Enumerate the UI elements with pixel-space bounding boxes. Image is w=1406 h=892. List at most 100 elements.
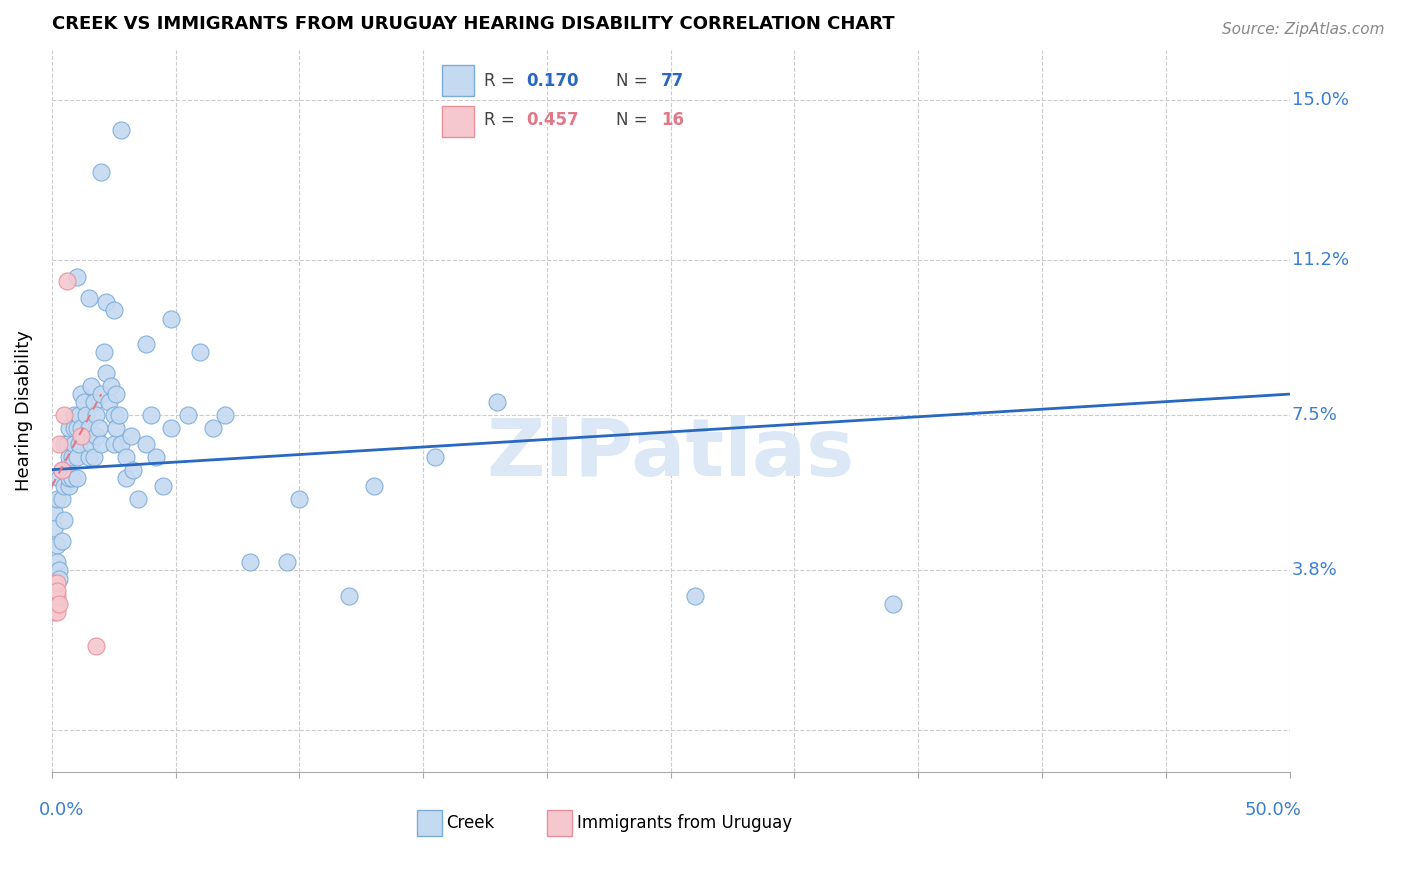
Point [48, 597, 70, 611]
Point [63, 408, 86, 422]
Point [58, 450, 80, 464]
Point [73, 395, 96, 409]
Point [48, 471, 70, 485]
Point [45, 597, 67, 611]
Point [80, 437, 103, 451]
Point [105, 387, 128, 401]
Point [48, 437, 70, 451]
Point [44, 597, 66, 611]
Point [96, 294, 118, 309]
Point [103, 303, 125, 318]
Point [84, 408, 107, 422]
Point [239, 555, 262, 569]
Point [51, 463, 73, 477]
Point [77, 291, 100, 305]
Point [60, 471, 83, 485]
Point [53, 513, 76, 527]
Point [276, 555, 298, 569]
Point [44, 505, 66, 519]
Point [51, 491, 73, 506]
Point [55, 463, 77, 477]
Text: Creek: Creek [447, 814, 495, 831]
Point [53, 437, 76, 451]
Point [77, 450, 100, 464]
Point [84, 429, 107, 443]
Point [51, 534, 73, 549]
Point [97, 395, 120, 409]
Point [486, 395, 509, 409]
Point [103, 408, 125, 422]
Point [110, 437, 132, 451]
Point [45, 576, 67, 591]
Point [53, 408, 76, 422]
Point [70, 429, 93, 443]
Point [90, 387, 112, 401]
Point [84, 639, 107, 653]
Point [44, 521, 66, 535]
Point [288, 491, 311, 506]
Point [58, 479, 80, 493]
Point [152, 479, 174, 493]
FancyBboxPatch shape [418, 810, 441, 836]
Text: 50.0%: 50.0% [1246, 801, 1302, 819]
Point [73, 429, 96, 443]
Point [145, 450, 167, 464]
Point [65, 269, 87, 284]
Point [122, 463, 145, 477]
Point [45, 538, 67, 552]
Point [80, 378, 103, 392]
Point [67, 437, 90, 451]
Point [65, 450, 87, 464]
Point [110, 122, 132, 136]
Point [48, 564, 70, 578]
Text: 7.5%: 7.5% [1292, 406, 1339, 424]
Point [83, 395, 105, 409]
Point [65, 471, 87, 485]
Point [105, 420, 128, 434]
Point [53, 479, 76, 493]
Point [188, 345, 211, 359]
Point [67, 408, 90, 422]
Point [48, 572, 70, 586]
Text: 11.2%: 11.2% [1292, 251, 1350, 268]
Point [55, 274, 77, 288]
Point [58, 420, 80, 434]
Point [45, 584, 67, 599]
Point [882, 597, 904, 611]
Point [127, 491, 149, 506]
Point [107, 408, 129, 422]
Point [45, 555, 67, 569]
Point [425, 450, 447, 464]
Text: Immigrants from Uruguay: Immigrants from Uruguay [576, 814, 792, 831]
Y-axis label: Hearing Disability: Hearing Disability [15, 330, 32, 491]
Point [83, 450, 105, 464]
Point [65, 420, 87, 434]
Point [44, 576, 66, 591]
Point [58, 471, 80, 485]
Point [159, 420, 181, 434]
Text: 15.0%: 15.0% [1292, 91, 1348, 109]
Point [55, 437, 77, 451]
Point [100, 378, 122, 392]
Point [103, 437, 125, 451]
Point [90, 164, 112, 178]
Point [63, 437, 86, 451]
Point [77, 420, 100, 434]
Point [177, 408, 200, 422]
Point [93, 345, 115, 359]
Point [44, 589, 66, 603]
Point [45, 589, 67, 603]
Point [159, 311, 181, 326]
Point [87, 420, 110, 434]
Point [135, 336, 157, 351]
Text: CREEK VS IMMIGRANTS FROM URUGUAY HEARING DISABILITY CORRELATION CHART: CREEK VS IMMIGRANTS FROM URUGUAY HEARING… [52, 15, 894, 33]
Point [45, 606, 67, 620]
Point [70, 387, 93, 401]
Point [214, 408, 236, 422]
Text: Source: ZipAtlas.com: Source: ZipAtlas.com [1222, 22, 1385, 37]
Point [337, 589, 360, 603]
Point [51, 463, 73, 477]
Point [139, 408, 162, 422]
Point [96, 366, 118, 380]
Point [60, 450, 83, 464]
